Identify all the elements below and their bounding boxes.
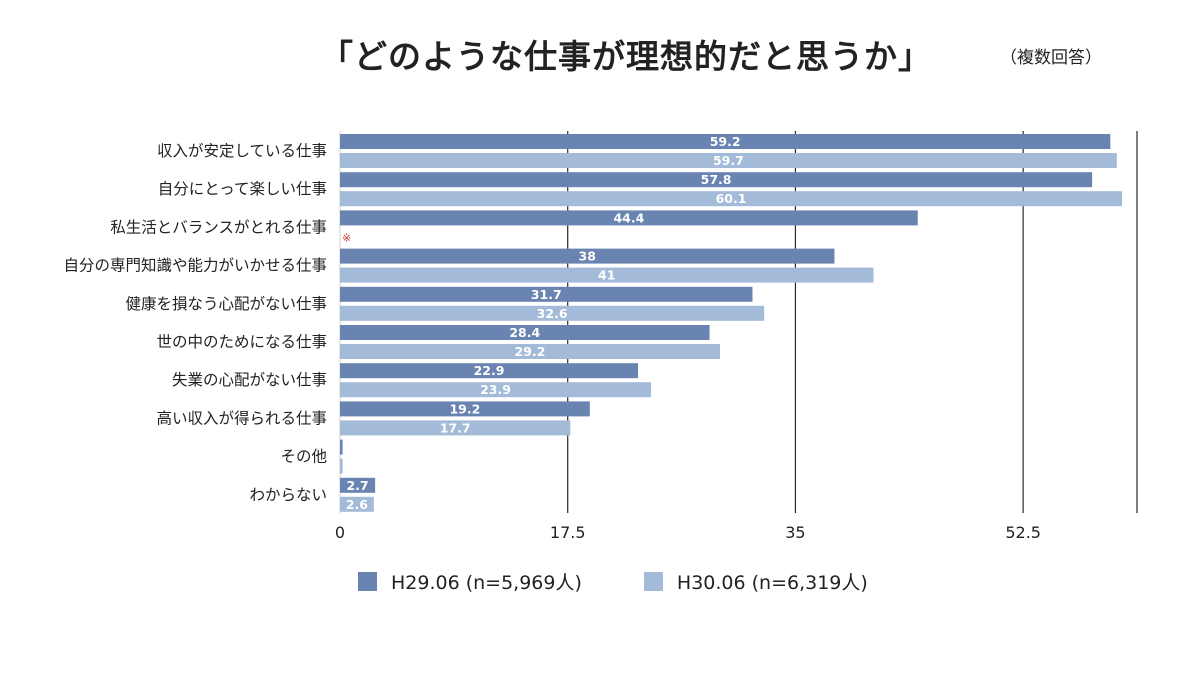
bar-h29: [340, 325, 710, 340]
data-label: 19.2: [449, 401, 480, 416]
bar-h30: [340, 496, 374, 512]
bar-h30: [340, 153, 1117, 168]
data-label: 57.8: [701, 172, 732, 187]
data-label: 41: [598, 268, 615, 283]
legend-label-h30: H30.06 (n=6,319人): [676, 572, 868, 594]
legend-item-h29: H29.06 (n=5,969人): [358, 568, 582, 595]
legend-item-h30: H30.06 (n=6,319人): [643, 568, 868, 595]
category-label: 収入が安定している仕事: [157, 142, 327, 160]
data-label: 2.6: [346, 497, 368, 512]
x-tick-label: 0: [335, 523, 345, 542]
data-label: 22.9: [474, 363, 505, 378]
data-label: 59.7: [713, 153, 744, 168]
category-label: 失業の心配がない仕事: [172, 371, 327, 389]
chart-subtitle: （複数回答）: [1000, 48, 1102, 68]
legend-swatch-h29: [358, 572, 377, 591]
data-label: 2.7: [346, 478, 368, 493]
category-label: 私生活とバランスがとれる仕事: [110, 218, 327, 236]
bar-h30: [340, 420, 571, 436]
x-tick-label: 52.5: [1005, 523, 1041, 542]
bar-h29: [340, 286, 753, 302]
chart-title: 「どのような仕事が理想的だと思うか」: [320, 37, 932, 76]
bar-h30: [340, 305, 765, 321]
data-label: 44.4: [613, 210, 644, 225]
bar-h30: [340, 191, 1123, 207]
bar-h30: [340, 458, 343, 474]
category-label: わからない: [249, 486, 327, 504]
bar-h29: [340, 134, 1111, 149]
bar-h29: [340, 248, 835, 264]
bar-h29: [340, 477, 376, 493]
category-label: 自分の専門知識や能力がいかせる仕事: [63, 257, 327, 275]
bar-h29: [340, 439, 343, 455]
category-label: 高い収入が得られる仕事: [156, 409, 327, 427]
bar-chart: 0 17.5 35 52.5 収入が安定している仕事 59.2 59.7 自分にとって楽しい仕…: [63, 131, 1138, 542]
bar-h29: [340, 172, 1093, 188]
bar-h30: [340, 382, 651, 398]
bar-h29: [340, 210, 918, 226]
data-label: 59.2: [710, 134, 741, 149]
legend-label-h29: H29.06 (n=5,969人): [391, 572, 582, 594]
category-label: その他: [280, 448, 327, 466]
x-tick-label: 17.5: [550, 523, 586, 542]
bar-h30: [340, 344, 720, 359]
category-label: 世の中のためになる仕事: [156, 333, 327, 351]
data-label: 17.7: [440, 420, 471, 435]
bar-h29: [340, 401, 590, 417]
data-label: 29.2: [515, 344, 546, 359]
data-label: 31.7: [531, 287, 562, 302]
bar-h30: [340, 267, 874, 283]
data-label: 38: [579, 249, 596, 264]
data-label: 28.4: [509, 325, 540, 340]
x-tick-label: 35: [785, 523, 805, 542]
bar-h29: [340, 363, 638, 379]
data-label: 32.6: [537, 306, 568, 321]
legend: H29.06 (n=5,969人) H30.06 (n=6,319人): [358, 568, 868, 595]
category-label: 自分にとって楽しい仕事: [158, 180, 327, 198]
data-label: 60.1: [716, 191, 747, 206]
data-label: 23.9: [480, 382, 511, 397]
note-mark: ※: [342, 231, 351, 244]
category-label: 健康を損なう心配がない仕事: [125, 295, 327, 313]
legend-swatch-h30: [643, 572, 663, 591]
